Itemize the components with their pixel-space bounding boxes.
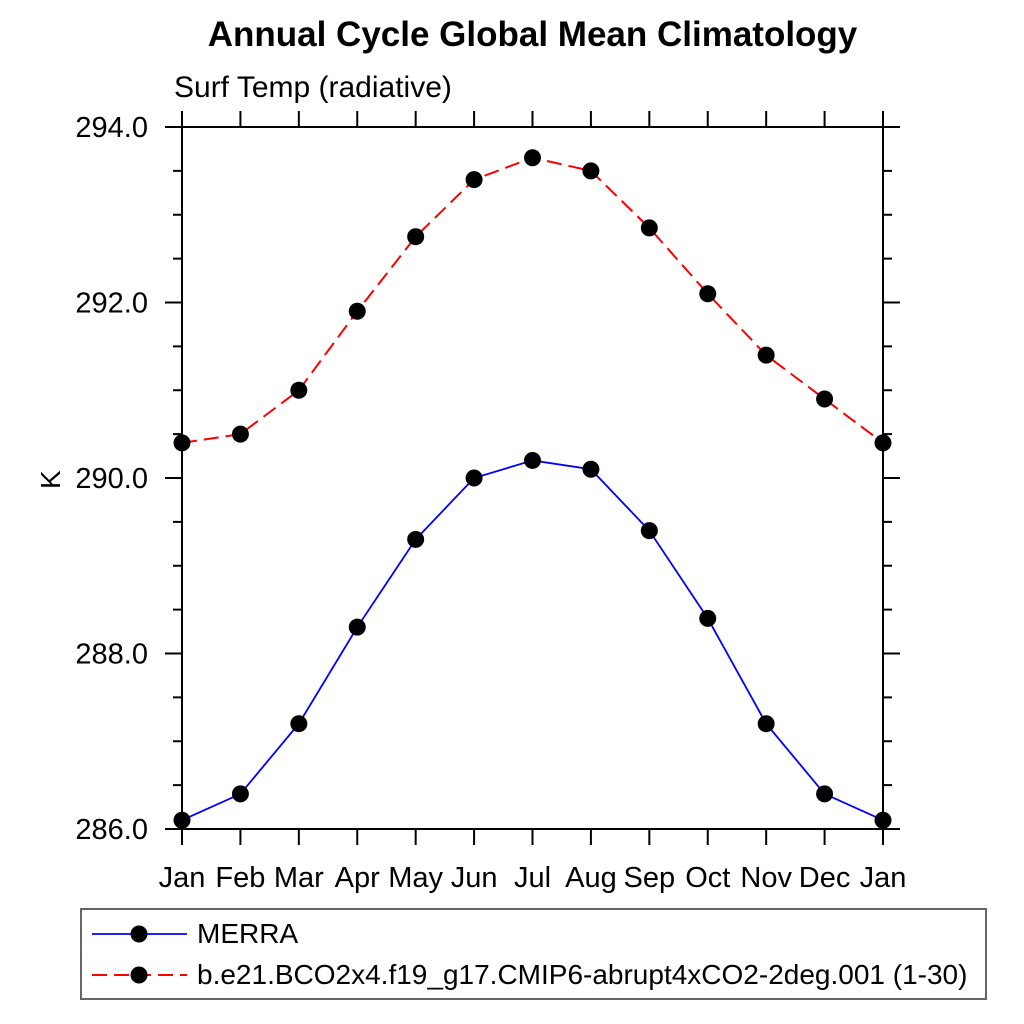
x-tick-label: Apr <box>335 862 380 894</box>
y-tick-label: 288.0 <box>75 639 148 671</box>
data-point-marker <box>640 522 658 540</box>
legend-label-model: b.e21.BCO2x4.f19_g17.CMIP6-abrupt4xCO2-2… <box>197 958 968 990</box>
data-point-marker <box>582 162 600 180</box>
y-tick-label: 292.0 <box>75 288 148 320</box>
legend-label-merra: MERRA <box>197 917 299 949</box>
data-point-marker <box>465 469 483 487</box>
y-tick-label: 290.0 <box>75 463 148 495</box>
data-point-marker <box>757 715 775 733</box>
x-tick-label: Dec <box>799 862 851 894</box>
series-line-0 <box>181 459 884 822</box>
data-point-marker <box>816 390 834 408</box>
x-tick-label: Mar <box>274 862 324 894</box>
data-point-marker <box>816 785 834 803</box>
data-point-marker <box>524 451 541 469</box>
x-tick-label: Nov <box>740 862 792 894</box>
data-point-marker <box>757 346 775 364</box>
data-point-marker <box>524 149 541 167</box>
data-point-marker <box>465 171 483 189</box>
data-point-marker <box>348 618 366 636</box>
x-tick-label: Feb <box>215 862 265 894</box>
data-point-marker <box>582 460 600 478</box>
y-tick-label: 294.0 <box>75 112 148 144</box>
data-point-marker <box>290 715 308 733</box>
x-tick-label: Jul <box>514 862 551 894</box>
x-tick-label: Jun <box>451 862 498 894</box>
series-line-1 <box>181 156 884 444</box>
chart-subtitle: Surf Temp (radiative) <box>174 71 452 104</box>
data-point-marker <box>173 434 191 452</box>
data-point-marker <box>407 530 425 548</box>
x-tick-label: Jan <box>159 862 206 894</box>
data-point-marker <box>874 811 892 829</box>
legend-item-model: b.e21.BCO2x4.f19_g17.CMIP6-abrupt4xCO2-2… <box>87 954 985 995</box>
data-point-marker <box>699 609 717 627</box>
data-point-marker <box>173 811 191 829</box>
data-point-marker <box>407 228 425 246</box>
data-point-marker <box>640 219 658 237</box>
y-tick-label: 286.0 <box>75 814 148 846</box>
x-tick-label: Sep <box>624 862 676 894</box>
legend-sample-merra <box>92 925 187 942</box>
legend-sample-model <box>92 966 187 983</box>
data-point-marker <box>290 381 308 399</box>
data-point-marker <box>231 425 249 443</box>
data-point-marker <box>699 285 717 303</box>
x-tick-label: Oct <box>685 862 730 894</box>
legend: MERRA b.e21.BCO2x4.f19_g17.CMIP6-abrupt4… <box>80 908 987 1000</box>
plot-border <box>181 126 884 830</box>
data-point-marker <box>231 785 249 803</box>
legend-marker-icon <box>130 925 148 942</box>
chart-title: Annual Cycle Global Mean Climatology <box>207 15 858 54</box>
data-point-marker <box>874 434 892 452</box>
x-tick-label: May <box>388 862 443 894</box>
legend-item-merra: MERRA <box>87 913 985 954</box>
data-point-marker <box>348 302 366 320</box>
x-tick-label: Aug <box>565 862 617 894</box>
x-tick-label: Jan <box>860 862 907 894</box>
legend-marker-icon <box>130 966 148 983</box>
